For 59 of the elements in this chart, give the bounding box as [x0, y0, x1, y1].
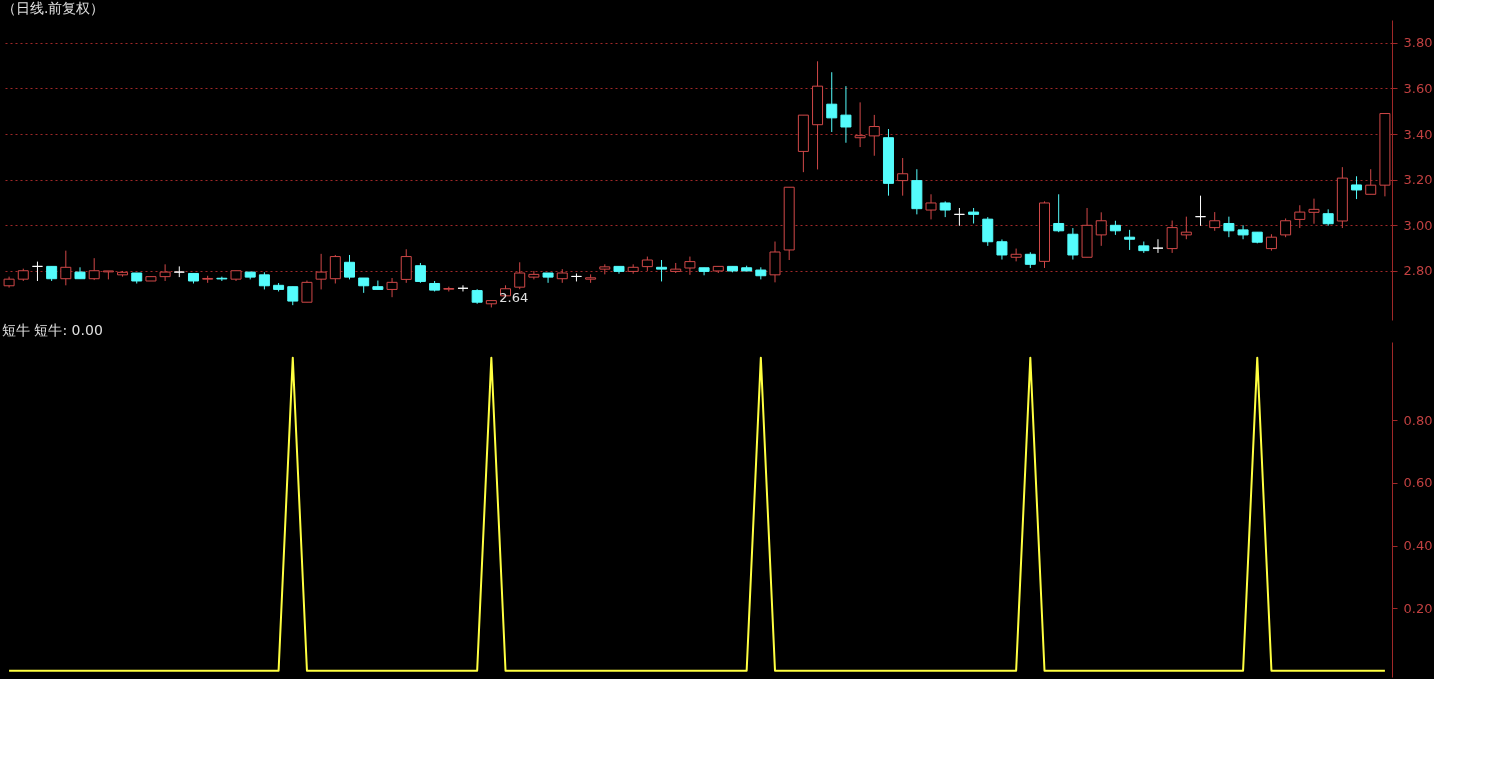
candlestick: [1223, 216, 1235, 238]
candlestick: [301, 280, 313, 303]
candlestick: [1294, 204, 1306, 229]
y-tick-label: 2.80: [1403, 263, 1433, 279]
candlestick: [372, 280, 384, 290]
candlestick: [840, 85, 852, 144]
candlestick: [1053, 193, 1065, 233]
candlestick: [287, 286, 299, 306]
annotation: 2.64: [499, 290, 529, 306]
candlestick: [1095, 211, 1107, 247]
candlestick: [60, 250, 72, 286]
y-tick-label: 0.80: [1403, 412, 1433, 428]
candlestick: [897, 157, 909, 197]
candlestick: [769, 241, 781, 283]
candlestick: [1280, 217, 1292, 238]
candlestick: [925, 193, 937, 220]
chart-title: （日线.前复权）: [2, 0, 105, 16]
candlestick: [400, 248, 412, 284]
y-tick-label: 3.80: [1403, 35, 1433, 51]
y-tick-label: 3.00: [1403, 217, 1433, 233]
candlestick: [1067, 227, 1079, 261]
candlestick: [31, 261, 43, 282]
candlestick: [982, 216, 994, 247]
candlestick: [528, 270, 540, 280]
candlestick: [1351, 175, 1363, 200]
candlestick: [514, 261, 526, 290]
candlestick: [1152, 238, 1164, 254]
candlestick: [953, 207, 965, 227]
candlestick: [386, 277, 398, 298]
candlestick: [996, 238, 1008, 261]
y-tick-label: 0.20: [1403, 600, 1433, 616]
candlestick: [1180, 216, 1192, 240]
candlestick: [1195, 195, 1207, 227]
y-tick-label: 3.40: [1403, 126, 1433, 142]
candlestick: [1237, 224, 1249, 240]
candlestick: [88, 257, 100, 281]
candlestick: [1124, 229, 1136, 251]
candlestick: [159, 263, 171, 282]
candlestick: [868, 114, 880, 157]
candlestick: [344, 254, 355, 280]
candlestick: [1166, 220, 1178, 254]
candlestick: [457, 284, 469, 292]
candlestick: [1209, 211, 1221, 232]
candlestick: [329, 254, 341, 284]
y-tick-label: 3.60: [1403, 80, 1433, 96]
candlestick: [656, 259, 668, 282]
chart-title: 短牛 短牛: 0.00: [2, 322, 103, 338]
y-tick-label: 0.40: [1403, 538, 1433, 553]
candlestick: [315, 253, 327, 290]
y-tick-label: 3.20: [1403, 172, 1433, 188]
candlestick: [1365, 168, 1377, 195]
candlestick: [1308, 198, 1320, 225]
candlestick: [826, 71, 838, 133]
candlestick: [414, 262, 426, 284]
candlestick: [1010, 248, 1022, 262]
candlestick: [684, 256, 696, 276]
candlestick: [542, 272, 554, 284]
candlestick: [854, 101, 866, 148]
y-tick-label: 0.60: [1403, 475, 1433, 491]
